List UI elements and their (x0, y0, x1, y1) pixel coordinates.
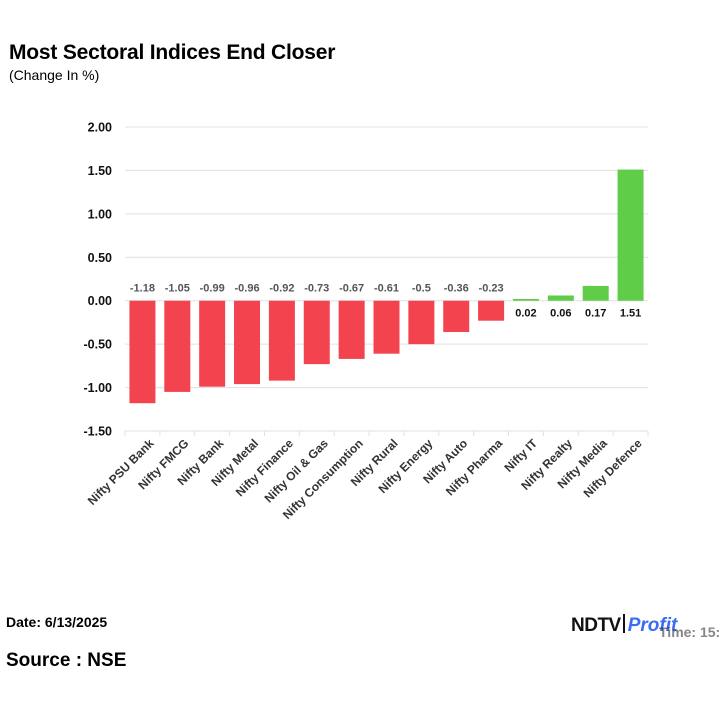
chart-title: Most Sectoral Indices End Closer (9, 41, 336, 64)
bar-chart: 2.00 1.50 1.00 0.50 0.00 -0.50 -1.00 -1.50 -1.1… (84, 121, 649, 522)
bar (547, 295, 574, 301)
data-label: -0.5 (412, 283, 431, 295)
y-tick-label: 0.50 (88, 251, 112, 265)
logo-profit-text: Profit (627, 615, 678, 636)
data-label: -0.61 (374, 283, 399, 295)
bar (338, 300, 365, 359)
bar (303, 300, 330, 365)
data-label: -1.18 (130, 283, 155, 295)
bar (234, 300, 261, 385)
y-tick-label: 1.00 (88, 207, 112, 221)
ndtv-profit-logo: Time: 15:32 NDTV Profit (571, 612, 720, 640)
chart-subtitle: (Change In %) (9, 67, 100, 83)
data-labels: -1.18 -1.05 -0.99 -0.96 -0.92 -0.73 -0.67 -0.61… (130, 283, 641, 320)
y-tick-label: 0.00 (88, 294, 112, 308)
bar (478, 300, 505, 321)
gridlines (124, 126, 649, 436)
source-label: Source : NSE (6, 650, 127, 671)
data-label: -1.05 (165, 283, 190, 295)
time-label: Time: 15:32 (659, 624, 720, 640)
data-label: -0.99 (200, 283, 225, 295)
bars (129, 169, 644, 404)
data-label: -0.36 (444, 283, 469, 295)
data-label: -0.73 (304, 283, 329, 295)
bar (199, 300, 226, 387)
bar (164, 300, 191, 392)
bar (443, 300, 470, 332)
bar (268, 300, 295, 381)
bar (617, 169, 644, 301)
y-tick-label: 1.50 (88, 164, 112, 178)
logo-ndtv-text: NDTV (571, 615, 621, 636)
data-label: -0.92 (269, 283, 294, 295)
y-tick-label: 2.00 (88, 121, 112, 135)
bar (408, 300, 435, 345)
data-label: -0.23 (479, 283, 504, 295)
bar (129, 300, 156, 404)
y-tick-label: -0.50 (84, 338, 113, 352)
data-label: 0.02 (515, 308, 536, 320)
bar (512, 298, 539, 301)
bar (582, 285, 609, 301)
data-label: 1.51 (620, 308, 641, 320)
data-label: -0.96 (234, 283, 259, 295)
y-axis-ticks: 2.00 1.50 1.00 0.50 0.00 -0.50 -1.00 -1.50 (84, 121, 113, 439)
y-tick-label: -1.00 (84, 381, 113, 395)
data-label: 0.06 (550, 308, 571, 320)
data-label: -0.67 (339, 283, 364, 295)
logo-separator (622, 614, 625, 633)
bar (373, 300, 400, 354)
date-label: Date: 6/13/2025 (6, 614, 108, 630)
data-label: 0.17 (585, 308, 606, 320)
y-tick-label: -1.50 (84, 425, 113, 439)
